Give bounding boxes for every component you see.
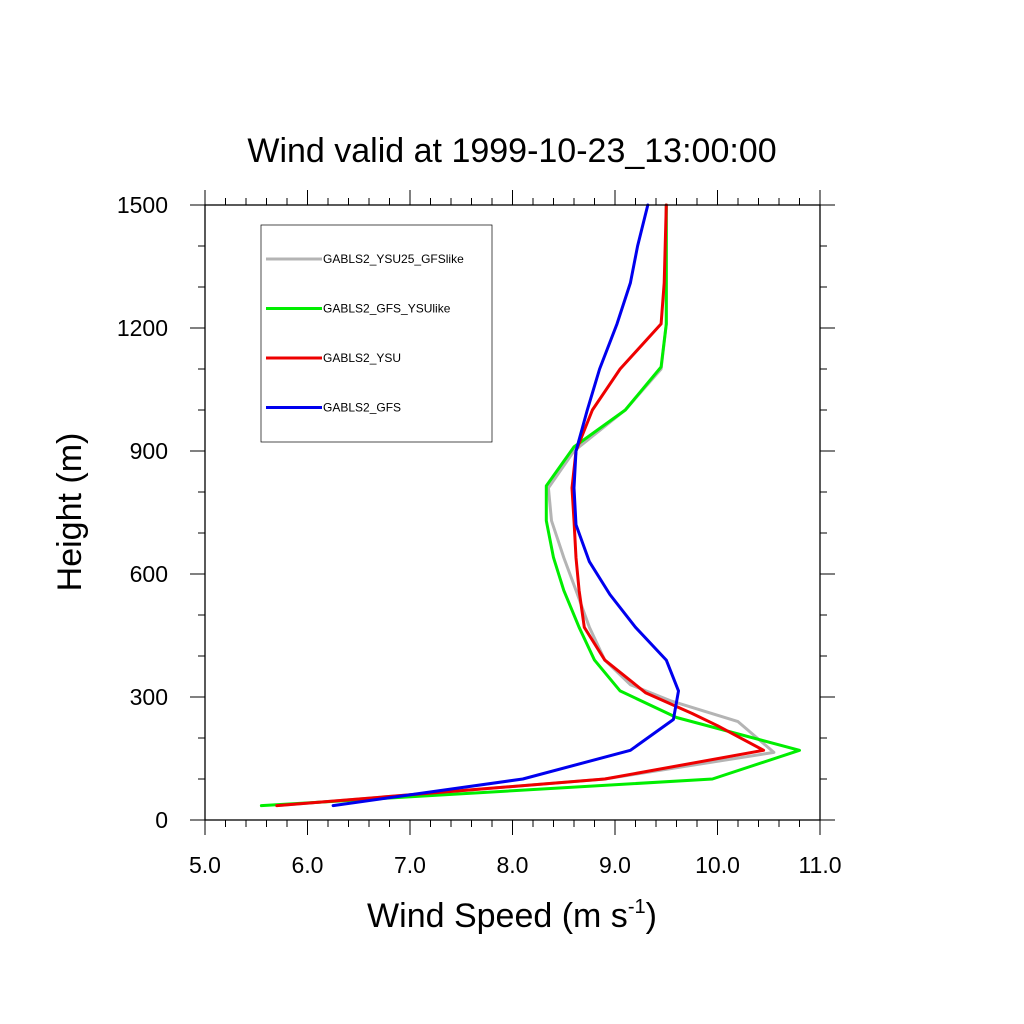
legend-label: GABLS2_GFS_YSUlike <box>323 302 451 316</box>
series-layer <box>259 203 801 808</box>
y-tick-labels: 0 300 600 900 1200 1500 <box>117 192 168 833</box>
legend-label: GABLS2_YSU <box>323 351 401 365</box>
x-tick-label: 8.0 <box>497 852 529 878</box>
x-axis-label-close: ) <box>646 897 657 935</box>
series-line-gabls2-gfs-ysulike <box>259 203 801 808</box>
y-tick-label: 300 <box>130 684 168 710</box>
x-tick-label: 5.0 <box>189 852 221 878</box>
legend-frame <box>260 224 493 443</box>
x-tick-label: 9.0 <box>599 852 631 878</box>
x-tick-label: 6.0 <box>292 852 324 878</box>
axis-ticks <box>190 190 835 835</box>
plot-frame <box>204 204 821 821</box>
y-tick-label: 900 <box>130 438 168 464</box>
x-tick-label: 10.0 <box>695 852 740 878</box>
x-axis-label-superscript: -1 <box>628 896 646 918</box>
x-tick-label: 11.0 <box>798 852 841 878</box>
series-line-gabls2-gfs <box>331 203 680 808</box>
x-tick-labels: 5.0 6.0 7.0 8.0 9.0 10.0 11.0 <box>189 852 842 878</box>
y-axis-label: Height (m) <box>51 433 89 592</box>
y-tick-label: 0 <box>155 807 168 833</box>
legend: GABLS2_YSU25_GFSlike GABLS2_GFS_YSUlike GA… <box>260 224 493 443</box>
legend-label: GABLS2_GFS <box>323 401 401 415</box>
x-axis-label: Wind Speed (m s-1) <box>367 896 657 935</box>
y-tick-label: 1500 <box>117 192 168 218</box>
x-tick-label: 7.0 <box>394 852 426 878</box>
series-line-gabls2-ysu <box>275 203 766 808</box>
y-tick-label: 1200 <box>117 315 168 341</box>
chart-title: Wind valid at 1999-10-23_13:00:00 <box>247 132 776 170</box>
legend-label: GABLS2_YSU25_GFSlike <box>323 252 464 266</box>
y-tick-label: 600 <box>130 561 168 587</box>
